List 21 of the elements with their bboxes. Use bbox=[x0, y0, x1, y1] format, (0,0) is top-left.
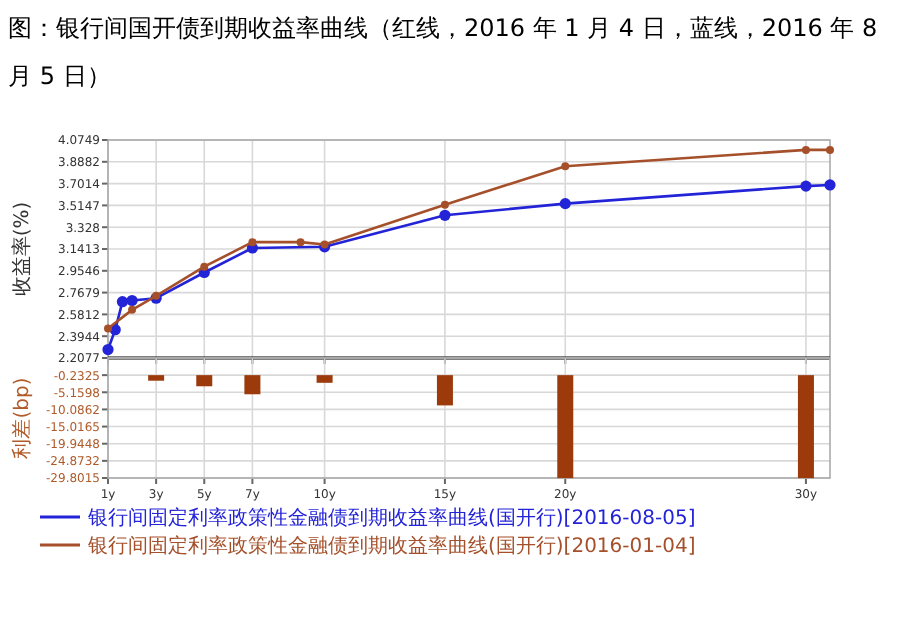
point bbox=[440, 200, 449, 209]
point bbox=[248, 238, 257, 247]
chart-title: 图：银行间国开债到期收益率曲线（红线，2016 年 1 月 4 日，蓝线，2016 年 8 月 5 日） bbox=[8, 14, 878, 90]
point bbox=[200, 262, 209, 271]
point bbox=[104, 324, 112, 333]
point bbox=[800, 180, 812, 192]
point bbox=[126, 294, 138, 307]
legend-label: 银行间固定利率政策性金融债到期收益率曲线(国开行)[2016-01-04] bbox=[86, 534, 696, 558]
y-axis-title: 利差(bp) bbox=[10, 377, 34, 459]
legend-label: 银行间固定利率政策性金融债到期收益率曲线(国开行)[2016-08-05] bbox=[86, 506, 696, 530]
point bbox=[826, 145, 834, 154]
point bbox=[561, 162, 570, 171]
point bbox=[296, 238, 305, 247]
y-axis-title: 收益率(%) bbox=[10, 201, 34, 297]
point bbox=[102, 343, 114, 356]
point bbox=[128, 305, 137, 314]
point bbox=[559, 198, 571, 210]
point bbox=[801, 145, 810, 154]
point bbox=[824, 179, 836, 191]
point bbox=[116, 296, 129, 308]
point bbox=[439, 209, 451, 221]
